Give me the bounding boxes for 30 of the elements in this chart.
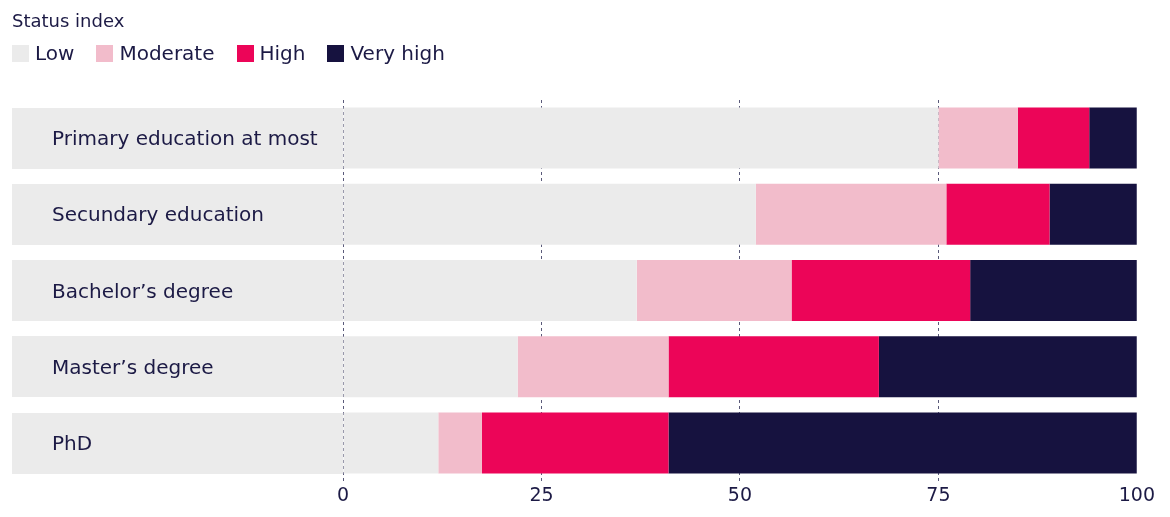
bar xyxy=(970,260,1137,322)
x-tick-label: 50 xyxy=(727,482,753,505)
y-tick-label: PhD xyxy=(52,431,93,456)
legend-label: High xyxy=(259,41,306,65)
bar xyxy=(668,336,879,398)
y-tick-label: Bachelor’s degree xyxy=(52,278,234,303)
y-tick-label: Primary education at most xyxy=(52,126,318,151)
bar xyxy=(878,336,1137,398)
x-tick-label: 0 xyxy=(337,482,350,505)
bar xyxy=(1049,183,1137,245)
legend-title: Status index xyxy=(12,10,125,31)
bar xyxy=(755,183,947,245)
bar xyxy=(517,336,669,398)
y-tick-label: Master’s degree xyxy=(52,354,214,379)
bar xyxy=(1089,107,1137,169)
bar xyxy=(1017,107,1090,169)
bar xyxy=(481,412,669,474)
legend-label: Low xyxy=(35,41,75,65)
bar xyxy=(938,107,1018,169)
legend-label: Very high xyxy=(350,41,445,65)
bar xyxy=(636,260,792,322)
x-tick-label: 25 xyxy=(529,482,554,505)
legend-label: Moderate xyxy=(119,41,215,65)
bar xyxy=(946,183,1050,245)
bar xyxy=(791,260,971,322)
bar xyxy=(438,412,482,474)
y-tick-label: Secundary education xyxy=(52,202,264,227)
x-tick-label: 100 xyxy=(1118,482,1155,505)
bar xyxy=(668,412,1137,474)
x-tick-label: 75 xyxy=(926,482,951,505)
